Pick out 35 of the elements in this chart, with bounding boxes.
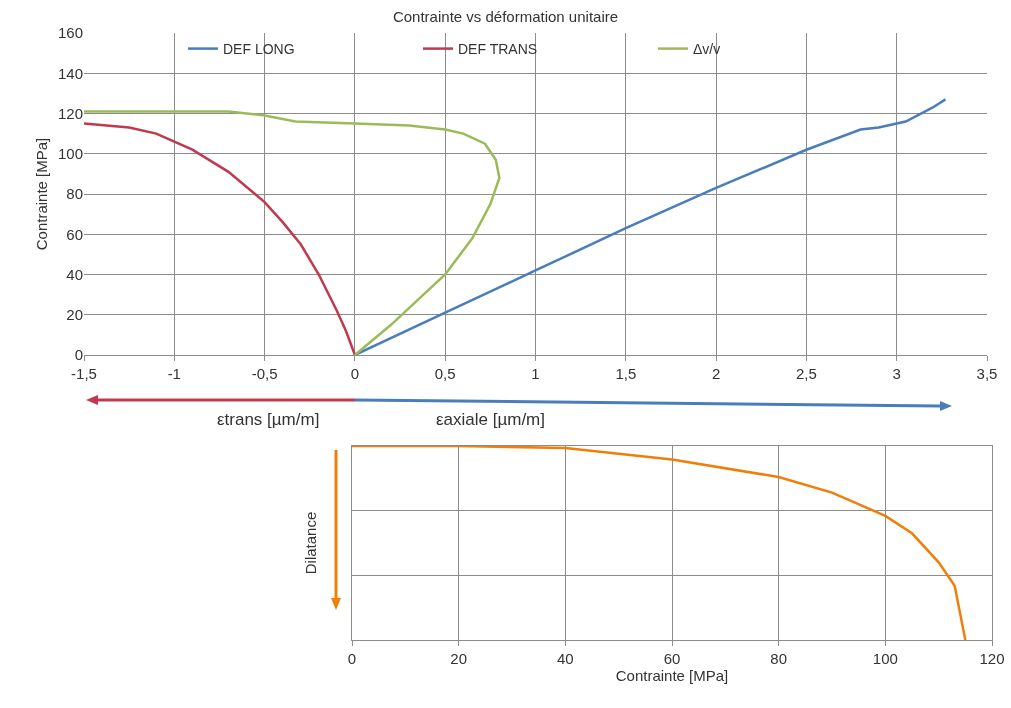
x-tick-label: -1,5 [71, 365, 97, 382]
x-tick-label: 1 [531, 365, 540, 382]
chart-title: Contrainte vs déformation unitaire [392, 7, 619, 25]
y-axis-title: Contrainte [MPa] [33, 137, 51, 251]
x-tick-label: -1 [167, 365, 181, 382]
x-tick-label: 3 [892, 365, 901, 382]
y-tick-label: 160 [57, 24, 83, 42]
x-tick-label: 0 [350, 365, 360, 382]
y-tick-label: 0 [74, 346, 83, 364]
y-axis-title: Dilatance [302, 511, 320, 575]
text: εtrans [µm/m] [217, 410, 320, 429]
x-tick-label: 100 [872, 650, 898, 667]
x-tick-label: 120 [979, 650, 1005, 667]
x-axis-title: Contrainte [MPa] [615, 667, 729, 684]
x-tick-label: 2 [711, 365, 721, 382]
x-tick-label: 80 [770, 650, 788, 667]
text: εaxiale [µm/m] [436, 410, 546, 429]
line-series [84, 110, 501, 355]
x-tick-label: 0 [347, 650, 357, 667]
x-tick-label: 2,5 [795, 365, 817, 382]
x-tick-label: 20 [450, 650, 468, 667]
y-tick-label: 120 [57, 104, 83, 122]
x-tick-label: 3,5 [976, 365, 998, 382]
x-tick-label: 40 [556, 650, 574, 667]
x-tick-label: -0,5 [251, 365, 278, 382]
y-tick-label: 100 [57, 145, 83, 162]
y-tick-label: 140 [57, 64, 83, 82]
y-tick-label: 20 [66, 306, 83, 323]
y-tick-label: 80 [66, 185, 83, 203]
x-tick-label: 60 [663, 650, 681, 667]
x-tick-label: 0,5 [434, 365, 456, 382]
y-tick-label: 40 [66, 265, 83, 283]
x-tick-label: 1,5 [615, 365, 637, 382]
y-tick-label: 60 [66, 225, 83, 243]
line-series [84, 122, 357, 355]
